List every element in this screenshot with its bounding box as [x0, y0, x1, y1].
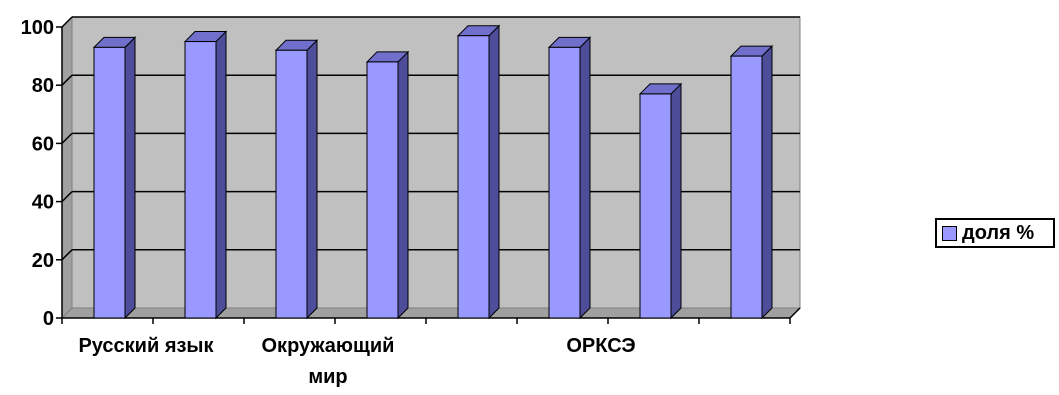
plot-wall [71, 16, 801, 309]
gridline-depth [61, 16, 73, 28]
y-tick-label: 0 [43, 308, 54, 330]
gridline-depth [61, 191, 73, 203]
x-category-label: ОРКСЭ [566, 335, 635, 357]
bar [365, 50, 410, 320]
plot-side-wall [61, 15, 73, 320]
bar [456, 24, 501, 320]
bar [183, 30, 228, 320]
legend-label: доля % [962, 221, 1035, 244]
gridline-depth [61, 249, 73, 261]
legend-swatch [942, 225, 957, 241]
bar [729, 44, 774, 320]
x-category-label: мир [308, 366, 347, 388]
y-tick-label: 20 [32, 250, 54, 272]
x-category-label: Русский язык [78, 335, 214, 357]
gridline-depth [61, 132, 73, 144]
bar [547, 36, 592, 320]
gridline-depth [61, 74, 73, 86]
y-tick-label: 60 [32, 133, 54, 155]
legend: доля % [935, 218, 1055, 248]
bar [274, 39, 319, 320]
bar [638, 82, 683, 320]
y-tick-label: 100 [21, 17, 54, 39]
plot-floor [60, 307, 802, 319]
y-tick-label: 40 [32, 192, 54, 214]
bar [92, 36, 137, 320]
x-axis-depth [789, 307, 801, 319]
x-category-label: Окружающий [262, 335, 395, 357]
y-tick-label: 80 [32, 75, 54, 97]
